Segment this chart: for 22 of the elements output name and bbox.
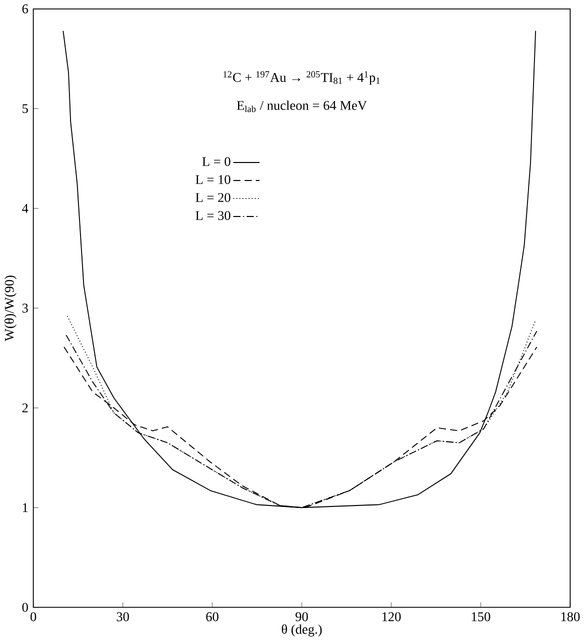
legend-label: L = 20 (196, 193, 231, 202)
legend-label: L = 10 (196, 175, 231, 184)
legend-label: L = 0 (202, 157, 231, 166)
y-tick-label: 5 (22, 104, 28, 114)
x-tick-label: 60 (206, 612, 219, 622)
y-axis-title: W(θ)/W(90) (4, 276, 17, 342)
x-tick-label: 30 (117, 612, 130, 622)
x-tick-label: 150 (472, 612, 490, 622)
y-tick-label: 2 (22, 403, 28, 412)
text: E$_{lab}$ / nucleon = 64 MeV (237, 100, 368, 112)
y-tick-label: 0 (22, 602, 28, 612)
y-tick-label: 6 (22, 4, 28, 14)
x-tick-label: 0 (30, 612, 36, 622)
chart-title: $^{12}$C + $^{197}$Au → $^{205}$TI$_{81}$ + 4$^{1}$p$_{1}$ (224, 71, 380, 85)
x-tick-label: 90 (296, 612, 308, 622)
y-tick-label: 1 (23, 503, 28, 512)
y-tick-label: 4 (22, 204, 28, 213)
x-tick-label: 120 (382, 612, 401, 622)
x-tick-label: 180 (562, 612, 580, 622)
x-axis-title: θ (deg.) (282, 624, 322, 637)
legend-label: L = 30 (196, 211, 231, 220)
y-tick-label: 3 (22, 304, 28, 313)
